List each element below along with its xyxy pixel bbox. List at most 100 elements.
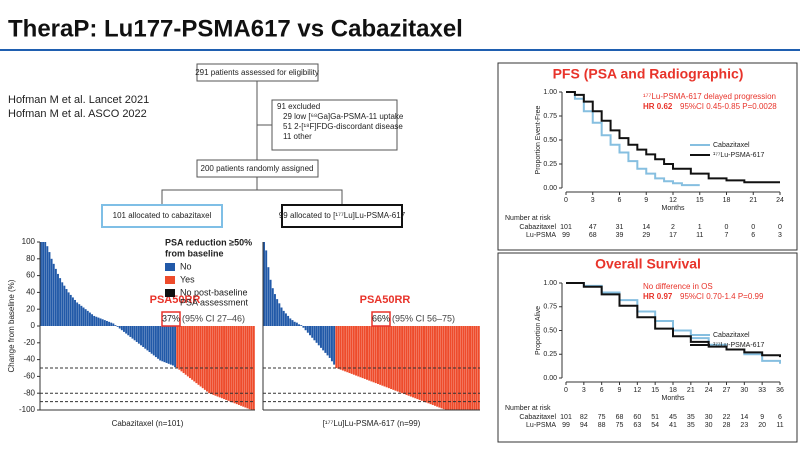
risk-row-name: Cabazitaxel (519, 414, 556, 421)
y-tick-label: 1.00 (543, 280, 557, 287)
risk-value: 9 (760, 414, 764, 421)
risk-row-name: Lu-PSMA (526, 232, 556, 239)
risk-row-name: Lu-PSMA (526, 422, 556, 429)
risk-value: 47 (589, 224, 597, 231)
x-tick-label: 36 (776, 387, 784, 394)
bar (165, 326, 168, 363)
bar (50, 258, 53, 326)
bar (306, 326, 309, 333)
flow-box (101, 204, 223, 228)
x-tick-label: 21 (749, 197, 757, 204)
annotation: ¹⁷⁷Lu-PSMA-617 delayed progression (643, 92, 776, 101)
flow-text: 200 patients randomly assigned (201, 164, 314, 173)
bar (218, 326, 221, 398)
risk-value: 29 (642, 232, 650, 239)
risk-value: 94 (580, 422, 588, 429)
bar (48, 252, 51, 326)
bar (455, 326, 458, 410)
risk-value: 22 (723, 414, 731, 421)
legend-swatch (165, 263, 175, 271)
risk-value: 60 (633, 414, 641, 421)
reference: Hofman M et al. ASCO 2022 (8, 108, 147, 120)
bar (154, 326, 157, 358)
legend-label: ¹⁷⁷Lu-PSMA-617 (713, 152, 764, 159)
x-tick-label: 6 (618, 197, 622, 204)
bar (163, 326, 166, 363)
risk-value: 35 (687, 422, 695, 429)
bar (125, 326, 128, 334)
legend-label: PSA assessment (180, 297, 249, 307)
risk-value: 54 (651, 422, 659, 429)
risk-value: 28 (723, 422, 731, 429)
x-tick-label: 30 (740, 387, 748, 394)
confidence-interval: (95% CI 56–75) (392, 313, 455, 323)
bar (227, 326, 230, 401)
bar (118, 326, 121, 329)
x-tick-label: 0 (564, 387, 568, 394)
flow-box (281, 204, 403, 228)
bar (385, 326, 388, 388)
bar (403, 326, 406, 395)
bar (282, 310, 285, 326)
bar (171, 326, 174, 366)
flow-text: 51 2-[¹⁸F]FDG-discordant disease (283, 122, 403, 131)
bar (304, 326, 307, 331)
risk-value: 99 (562, 422, 570, 429)
risk-value: 68 (616, 414, 624, 421)
bar (237, 326, 240, 405)
highlight-box (161, 311, 181, 327)
bar (425, 326, 428, 403)
bar (235, 326, 238, 405)
slide-title: TheraP: Lu177-PSMA617 vs Cabazitaxel (8, 15, 463, 42)
bar (246, 326, 249, 409)
bar (339, 326, 342, 370)
hazard-ratio: HR 0.62 (643, 102, 673, 111)
y-tick-label: 0.75 (543, 304, 557, 311)
flow-text: 11 other (283, 132, 312, 141)
bar (431, 326, 434, 405)
bar (348, 326, 351, 374)
bar (59, 278, 62, 326)
bar (229, 326, 232, 402)
bar (169, 326, 172, 365)
bar (99, 318, 102, 326)
bar (401, 326, 404, 394)
y-tick-label: -60 (23, 372, 35, 381)
flow-text: 291 patients assessed for eligibility (195, 68, 319, 77)
bar (203, 326, 206, 390)
bar (433, 326, 436, 406)
bar (414, 326, 417, 399)
legend-label: No post-baseline (180, 287, 248, 297)
bar (193, 326, 196, 382)
bar (265, 250, 268, 326)
bar (460, 326, 463, 410)
bar (80, 305, 83, 326)
bar (471, 326, 474, 410)
flowchart: 291 patients assessed for eligibility 91… (101, 63, 406, 228)
x-tick-label: 6 (600, 387, 604, 394)
bar (475, 326, 478, 410)
bar (135, 326, 138, 342)
bar (376, 326, 379, 384)
flow-text: 91 excluded (277, 102, 320, 111)
bar (302, 326, 305, 328)
panel (497, 252, 798, 443)
risk-value: 17 (669, 232, 677, 239)
bar (127, 326, 130, 336)
bar (103, 320, 106, 326)
bar (436, 326, 439, 407)
bar (42, 242, 45, 326)
y-tick-label: 0.50 (543, 137, 557, 144)
bar (429, 326, 432, 405)
bar (97, 317, 100, 326)
risk-value: 14 (642, 224, 650, 231)
bar (326, 326, 329, 356)
risk-value: 11 (696, 232, 703, 239)
bar (54, 268, 57, 326)
x-tick-label: 33 (758, 387, 766, 394)
confidence-interval: (95% CI 27–46) (182, 313, 245, 323)
x-tick-label: 18 (723, 197, 731, 204)
bar (216, 326, 219, 397)
risk-value: 14 (740, 414, 748, 421)
